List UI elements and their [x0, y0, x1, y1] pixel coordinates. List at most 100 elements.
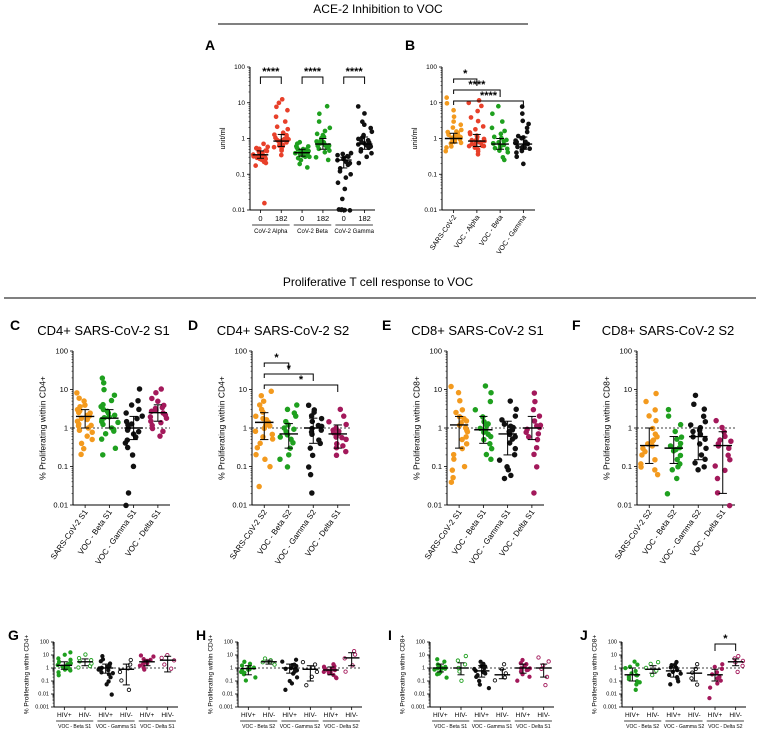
data-point	[300, 659, 306, 665]
y-tick-label: 1	[433, 136, 437, 143]
x-tick-label: HIV-	[647, 712, 660, 719]
significance-bracket	[263, 362, 290, 370]
data-point	[141, 665, 146, 670]
data-point	[695, 467, 701, 473]
data-point	[288, 436, 294, 443]
data-point	[161, 402, 167, 409]
data-point	[459, 407, 466, 413]
data-point	[124, 444, 131, 451]
significance-label: *	[299, 374, 304, 386]
data-point	[689, 676, 694, 681]
x-tick-label: HIV-	[161, 712, 174, 719]
data-point	[108, 397, 115, 404]
section1-title: ACE-2 Inhibition to VOC	[313, 2, 443, 16]
data-point	[274, 124, 280, 130]
group-label: CoV-2 Alpha	[254, 229, 288, 235]
y-tick-label: 0.01	[606, 692, 617, 698]
data-point	[273, 135, 278, 141]
data-point	[305, 144, 311, 149]
data-point	[536, 413, 543, 419]
data-point	[365, 137, 371, 143]
data-point	[726, 445, 732, 451]
data-point	[325, 145, 331, 151]
data-point	[633, 668, 638, 674]
data-point	[277, 434, 284, 440]
y-tick-label: 1	[230, 666, 233, 672]
data-point	[702, 456, 708, 463]
significance-label: ****	[480, 90, 498, 102]
x-tick-label: HIV+	[666, 712, 681, 719]
data-point	[740, 663, 745, 668]
data-point	[339, 196, 345, 202]
group-label: VOC - Gamma S2	[664, 724, 705, 730]
data-point	[162, 412, 169, 418]
data-point	[714, 475, 721, 482]
significance-label: ****	[468, 79, 486, 91]
x-tick-label: 182	[358, 214, 371, 223]
y-tick-label: 10	[430, 100, 438, 107]
x-tick-label: 182	[317, 214, 330, 223]
data-point	[89, 436, 95, 443]
data-point	[478, 659, 483, 664]
y-tick-label: 100	[55, 347, 68, 356]
data-point	[139, 413, 145, 419]
significance-bracket	[453, 89, 501, 97]
data-point	[294, 402, 300, 408]
data-point	[531, 490, 537, 496]
data-point	[256, 483, 262, 490]
data-point	[473, 126, 478, 132]
x-tick-label: HIV+	[516, 712, 531, 719]
data-point	[99, 375, 106, 381]
y-tick-label: 100	[234, 347, 247, 356]
data-point	[444, 675, 449, 680]
data-point	[343, 448, 349, 455]
panel-i: I 0.001 0.01 0.1 1 10 100 % Proliferating withi…	[388, 627, 554, 730]
data-point	[508, 472, 514, 479]
data-point	[340, 151, 346, 157]
x-tick-label: HIV-	[120, 712, 133, 719]
panel-letter: B	[405, 37, 415, 53]
data-point	[339, 207, 345, 212]
data-point	[444, 145, 449, 150]
data-point	[262, 200, 267, 206]
data-point	[261, 141, 266, 147]
y-tick-label: 0.01	[414, 692, 425, 698]
data-point	[520, 161, 526, 167]
data-point	[123, 418, 130, 425]
x-tick-label: HIV-	[496, 712, 509, 719]
data-point	[523, 139, 528, 145]
data-point	[698, 452, 705, 458]
data-point	[727, 456, 733, 463]
data-point	[80, 445, 87, 452]
x-tick-label: HIV+	[433, 712, 448, 719]
data-point	[444, 95, 450, 100]
x-tick-label: HIV-	[455, 712, 468, 719]
data-point	[279, 96, 285, 102]
data-point	[76, 427, 83, 434]
data-point	[526, 121, 531, 127]
panels: A 0.01 0.1 1 10 100 unit/ml 0 182 0 182 0 182 CoV-2 A…	[8, 37, 746, 730]
data-point	[694, 682, 700, 687]
data-point	[652, 457, 658, 463]
group-label: VOC - Beta S2	[626, 724, 659, 730]
y-tick-label: 10	[624, 385, 632, 394]
data-point	[309, 418, 316, 425]
x-tick-label: HIV+	[98, 712, 113, 719]
data-point	[736, 653, 741, 659]
panel-letter: I	[388, 627, 392, 643]
data-point	[443, 148, 449, 154]
data-point	[632, 659, 637, 664]
data-point	[268, 388, 274, 395]
y-axis-label: % Proliferating within CD4+	[38, 376, 48, 480]
data-point	[128, 657, 133, 663]
data-point	[312, 662, 318, 667]
data-point	[304, 165, 310, 170]
data-point	[258, 406, 265, 413]
data-point	[489, 125, 495, 131]
data-point	[495, 103, 501, 109]
y-tick-label: 10	[239, 385, 247, 394]
data-point	[68, 650, 73, 655]
data-point	[356, 160, 362, 166]
data-point	[162, 662, 167, 667]
data-point	[665, 413, 672, 419]
